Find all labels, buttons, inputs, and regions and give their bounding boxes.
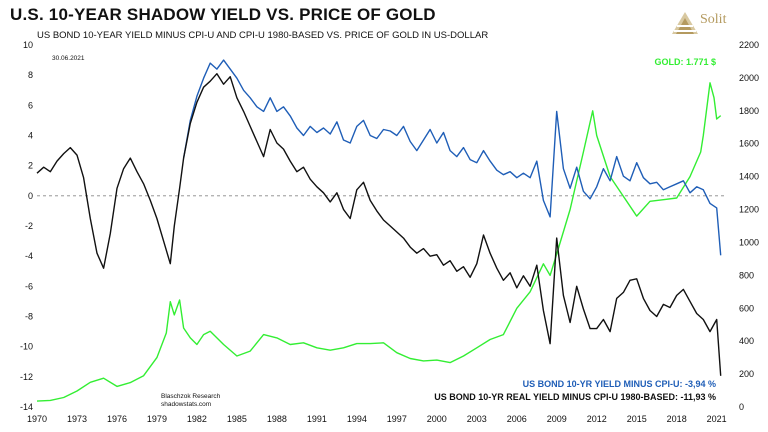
x-tick-label: 1991 xyxy=(307,414,327,424)
x-tick-label: 1973 xyxy=(67,414,87,424)
x-tick-label: 2003 xyxy=(467,414,487,424)
y-left-tick-label: 6 xyxy=(28,100,33,110)
x-tick-label: 2021 xyxy=(707,414,727,424)
date-stamp: 30.06.2021 xyxy=(52,55,85,62)
x-tick-label: 1970 xyxy=(27,414,47,424)
y-right-tick-label: 200 xyxy=(739,369,754,379)
x-tick-label: 1976 xyxy=(107,414,127,424)
y-left-tick-label: -6 xyxy=(25,281,33,291)
y-left-tick-label: -12 xyxy=(20,372,33,382)
y-left-tick-label: -10 xyxy=(20,342,33,352)
y-left-tick-label: -4 xyxy=(25,251,33,261)
source-label: Blaschzok Research xyxy=(161,393,221,400)
real-yield-series-label: US BOND 10-YR REAL YIELD MINUS CPI-U 198… xyxy=(434,392,716,402)
y-left-tick-label: -2 xyxy=(25,221,33,231)
y-right-tick-label: 1400 xyxy=(739,172,759,182)
x-tick-label: 1985 xyxy=(227,414,247,424)
x-tick-label: 1997 xyxy=(387,414,407,424)
y-left-tick-label: 8 xyxy=(28,70,33,80)
x-tick-label: 1988 xyxy=(267,414,287,424)
y-right-tick-label: 800 xyxy=(739,270,754,280)
y-left-tick-label: 2 xyxy=(28,161,33,171)
gold-price-line xyxy=(36,82,722,402)
brand-name: Solit xyxy=(700,12,727,27)
y-right-tick-label: 1800 xyxy=(739,106,759,116)
series-layer xyxy=(36,59,722,402)
x-tick-label: 2006 xyxy=(507,414,527,424)
y-right-tick-label: 400 xyxy=(739,336,754,346)
y-left-tick-label: 10 xyxy=(23,40,33,50)
solit-logo-icon xyxy=(672,12,698,34)
chart-title: U.S. 10-YEAR SHADOW YIELD VS. PRICE OF G… xyxy=(10,5,436,24)
y-left-tick-label: 4 xyxy=(28,131,33,141)
gold-series-label: GOLD: 1.771 $ xyxy=(654,57,716,67)
y-left-tick-label: -14 xyxy=(20,402,33,412)
y-left-tick-label: 0 xyxy=(28,191,33,201)
label-layer: 30.06.2021 Blaschzok Research shadowstat… xyxy=(52,55,716,408)
x-tick-label: 1994 xyxy=(347,414,367,424)
chart-subtitle: US BOND 10-YEAR YIELD MINUS CPI-U AND CP… xyxy=(37,30,489,41)
x-tick-label: 2009 xyxy=(547,414,567,424)
cpiu-series-label: US BOND 10-YR YIELD MINUS CPI-U: -3,94 % xyxy=(523,379,716,389)
x-tick-label: 1979 xyxy=(147,414,167,424)
x-tick-label: 1982 xyxy=(187,414,207,424)
y-right-tick-label: 1000 xyxy=(739,237,759,247)
y-right-tick-label: 1600 xyxy=(739,139,759,149)
y-right-tick-label: 0 xyxy=(739,402,744,412)
x-tick-label: 2018 xyxy=(667,414,687,424)
y-right-tick-label: 2200 xyxy=(739,40,759,50)
x-tick-label: 2000 xyxy=(427,414,447,424)
y-right-tick-label: 2000 xyxy=(739,73,759,83)
x-tick-label: 2012 xyxy=(587,414,607,424)
x-tick-label: 2015 xyxy=(627,414,647,424)
axis-layer: 1086420-2-4-6-8-10-12-142200200018001600… xyxy=(20,40,759,424)
source-label: shadowstats.com xyxy=(161,401,211,408)
real-yield-line xyxy=(36,73,722,376)
y-right-tick-label: 1200 xyxy=(739,205,759,215)
y-left-tick-label: -8 xyxy=(25,312,33,322)
cpiu-yield-line xyxy=(182,59,722,256)
y-right-tick-label: 600 xyxy=(739,303,754,313)
